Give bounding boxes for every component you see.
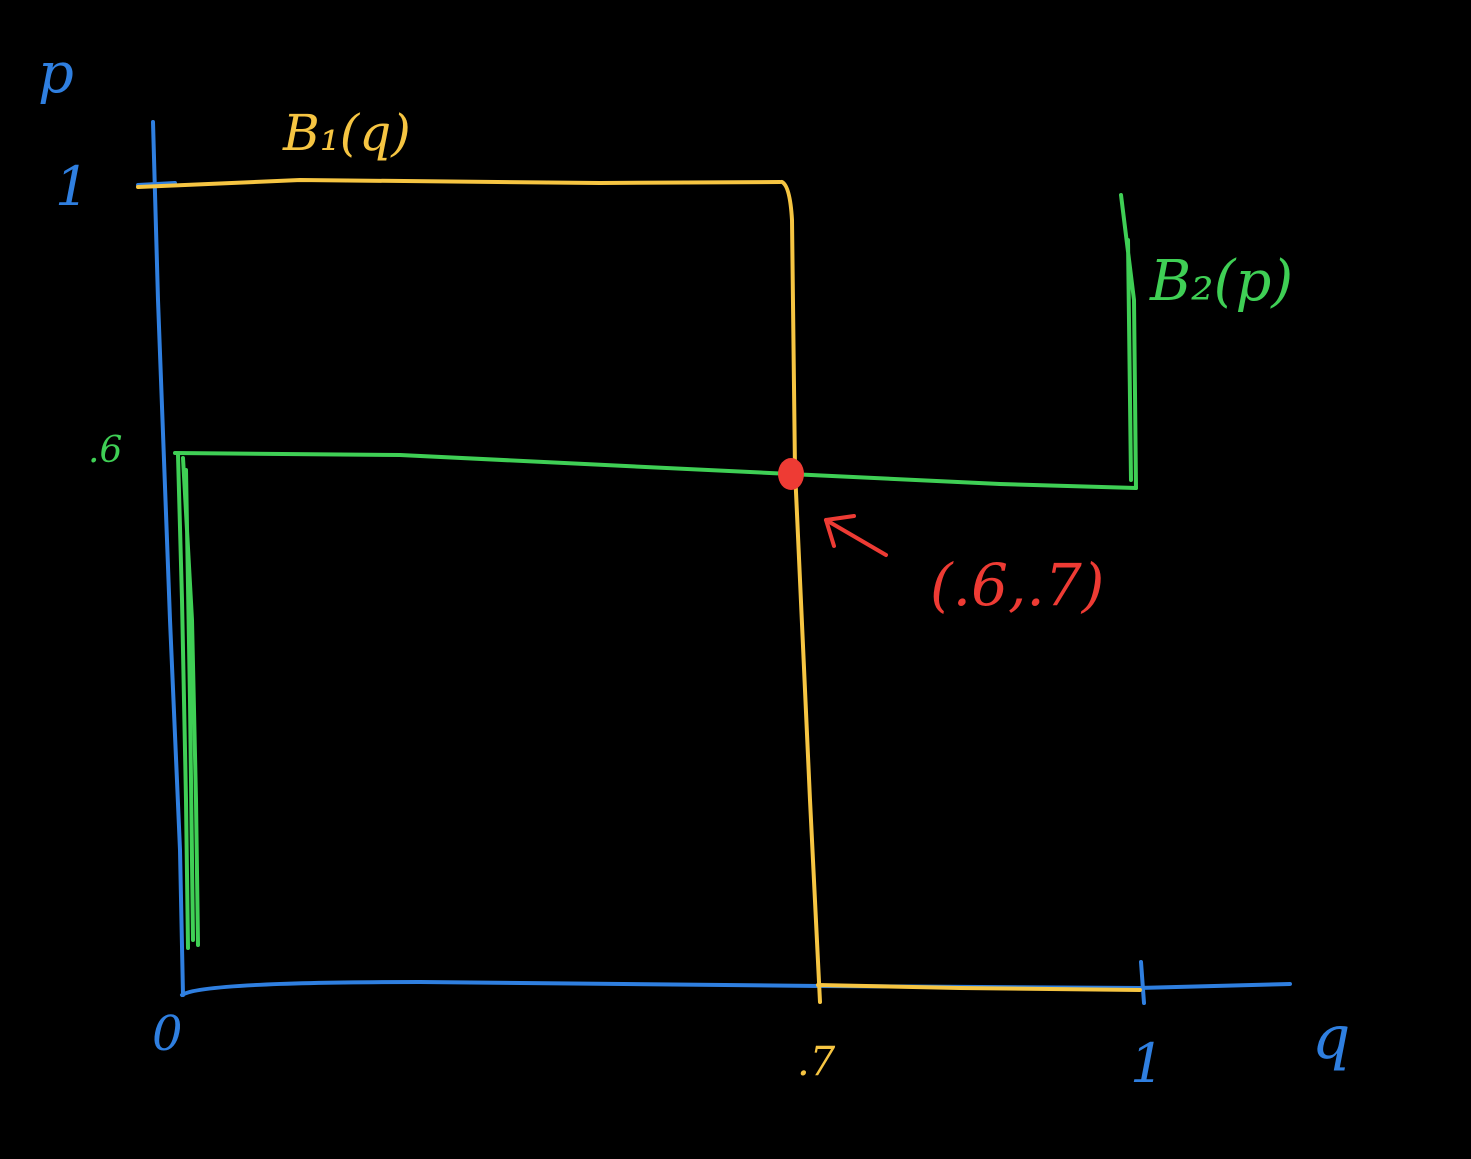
y-axis-label: p [38,41,74,106]
y-axis-line [151,120,185,997]
b2-label: B₂(p) [1149,249,1293,314]
x-tick-label-1: 1 [1130,1032,1164,1095]
arrow-icon [824,514,888,557]
x-tick-label-07: .7 [797,1039,836,1085]
y-tick-1 [136,181,177,187]
axes [136,120,1292,1005]
b1-label: B₁(q) [282,104,411,162]
b1-top-segment [136,178,782,189]
y-tick-label-1: 1 [55,155,89,218]
origin-label: 0 [152,1006,183,1062]
b1-best-response-curve [136,178,1142,1004]
b2-horizontal-segment [173,451,1138,490]
y-tick-label-06: .6 [88,430,122,471]
b1-vertical-segment [780,180,822,1004]
x-axis-line [180,980,1292,997]
b2-right-vertical-segment [1119,193,1138,490]
x-tick-1 [1139,960,1146,1005]
x-axis-label: q [1312,1003,1350,1073]
equilibrium-label: (.6,.7) [930,551,1104,619]
b1-bottom-segment [816,983,1142,992]
equilibrium-point [778,458,804,490]
b2-left-vertical-segment [176,453,200,950]
